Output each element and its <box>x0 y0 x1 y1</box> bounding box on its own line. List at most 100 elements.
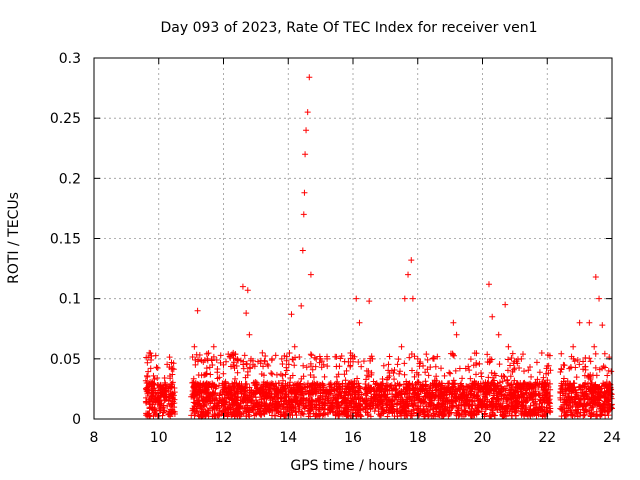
data-point <box>576 400 583 407</box>
data-point <box>519 351 526 358</box>
data-point <box>489 313 496 320</box>
data-point <box>519 399 526 406</box>
data-point <box>394 413 401 420</box>
data-point <box>577 409 584 416</box>
data-point <box>214 412 221 419</box>
data-point <box>300 373 307 380</box>
data-point <box>242 374 249 381</box>
data-point <box>280 377 287 384</box>
data-point <box>573 374 580 381</box>
data-point <box>360 358 367 365</box>
data-point <box>579 390 586 397</box>
data-point <box>329 400 336 407</box>
data-point <box>557 369 564 376</box>
data-point <box>326 386 333 393</box>
data-point <box>445 385 452 392</box>
data-point <box>155 382 162 389</box>
data-point <box>299 247 306 254</box>
data-point <box>528 410 535 417</box>
data-point <box>573 391 580 398</box>
data-point <box>599 407 606 414</box>
data-point <box>450 319 457 326</box>
data-point <box>490 374 497 381</box>
data-point <box>292 385 299 392</box>
data-point <box>275 392 282 399</box>
data-point <box>315 396 322 403</box>
data-point <box>284 408 291 415</box>
data-point <box>281 385 288 392</box>
data-point <box>518 386 525 393</box>
data-point <box>252 379 259 386</box>
data-point <box>427 364 434 371</box>
data-point <box>343 383 350 390</box>
data-point <box>485 389 492 396</box>
data-point <box>375 384 382 391</box>
data-point <box>521 368 528 375</box>
data-point <box>482 386 489 393</box>
data-point <box>414 379 421 386</box>
data-point <box>446 369 453 376</box>
data-point <box>268 380 275 387</box>
data-point <box>334 400 341 407</box>
data-point <box>301 189 308 196</box>
data-point <box>316 402 323 409</box>
data-point <box>435 393 442 400</box>
data-point <box>423 387 430 394</box>
data-point <box>533 381 540 388</box>
data-point <box>224 405 231 412</box>
data-point <box>283 367 290 374</box>
data-point <box>165 388 172 395</box>
data-point <box>333 394 340 401</box>
data-point <box>482 403 489 410</box>
data-point <box>168 409 175 416</box>
data-point <box>331 381 338 388</box>
data-point <box>473 361 480 368</box>
data-point <box>234 356 241 363</box>
data-point <box>608 404 615 411</box>
data-point <box>235 408 242 415</box>
data-point <box>382 394 389 401</box>
data-point <box>355 359 362 366</box>
data-point <box>322 388 329 395</box>
data-point <box>313 404 320 411</box>
data-point <box>168 391 175 398</box>
data-point <box>572 364 579 371</box>
data-point <box>253 385 260 392</box>
data-point <box>456 386 463 393</box>
data-point <box>203 370 210 377</box>
data-point <box>515 391 522 398</box>
data-point <box>478 373 485 380</box>
data-point <box>365 373 372 380</box>
data-point <box>391 376 398 383</box>
data-point <box>144 373 151 380</box>
data-point <box>156 405 163 412</box>
data-point <box>580 412 587 419</box>
y-tick-label: 0 <box>72 412 81 428</box>
data-point <box>500 373 507 380</box>
data-point <box>194 401 201 408</box>
data-point <box>420 407 427 414</box>
data-point <box>351 404 358 411</box>
data-point <box>203 365 210 372</box>
data-point <box>564 411 571 418</box>
data-point <box>601 350 608 357</box>
data-point <box>495 382 502 389</box>
data-point <box>526 363 533 370</box>
x-tick-label: 24 <box>603 430 621 446</box>
data-point <box>482 410 489 417</box>
data-point <box>510 366 517 373</box>
data-point <box>256 405 263 412</box>
data-point <box>209 407 216 414</box>
data-point <box>414 385 421 392</box>
data-point <box>343 386 350 393</box>
data-point <box>480 400 487 407</box>
y-tick-label: 0.15 <box>50 232 81 248</box>
data-point <box>154 364 161 371</box>
data-point <box>167 383 174 390</box>
data-point <box>366 298 373 305</box>
data-point <box>496 379 503 386</box>
data-point <box>506 410 513 417</box>
data-point <box>211 403 218 410</box>
data-point <box>585 372 592 379</box>
data-point <box>506 382 513 389</box>
